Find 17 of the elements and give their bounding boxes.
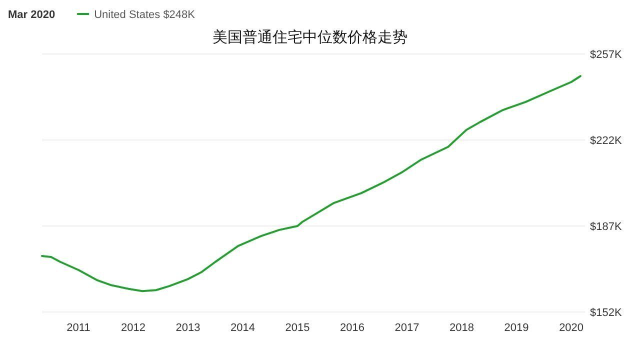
x-tick-label: 2013 bbox=[176, 322, 200, 334]
x-tick-label: 2017 bbox=[394, 322, 420, 334]
y-tick-label: $152K bbox=[590, 307, 622, 319]
text: Mar 2020 bbox=[8, 9, 56, 21]
y-tick-label: $222K bbox=[590, 135, 622, 147]
y-tick-label: $187K bbox=[590, 221, 622, 233]
chart-title: 美国普通住宅中位数价格走势 bbox=[212, 29, 408, 46]
x-tick-label: 2020 bbox=[559, 322, 584, 334]
legend-label: United States $248K bbox=[94, 9, 196, 21]
x-tick-label: 2011 bbox=[66, 322, 90, 334]
x-tick-label: 2019 bbox=[504, 322, 529, 334]
y-tick-label: $257K bbox=[590, 49, 622, 61]
x-tick-label: 2012 bbox=[121, 322, 146, 334]
x-tick-label: 2016 bbox=[340, 322, 365, 334]
x-tick-label: 2015 bbox=[285, 322, 310, 334]
x-tick-label: 2018 bbox=[450, 322, 474, 334]
x-tick-label: 2014 bbox=[230, 322, 256, 334]
